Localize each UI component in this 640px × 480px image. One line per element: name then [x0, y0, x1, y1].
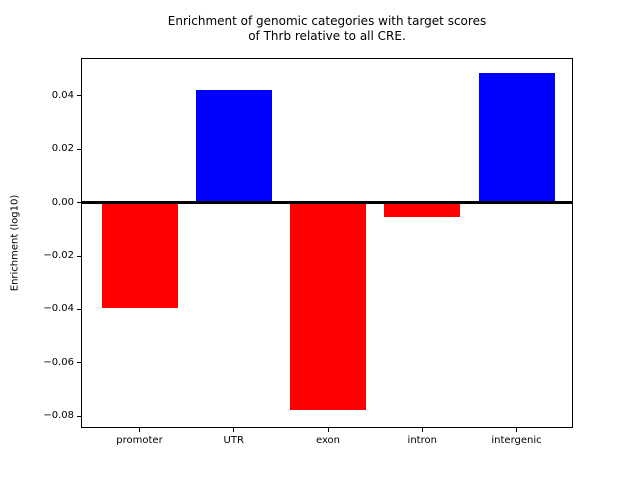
ytick-label-−0.02: −0.02 [43, 250, 74, 262]
ytick-mark-−0.04 [77, 308, 81, 310]
ytick-mark-0.02 [77, 148, 81, 150]
xtick-label-intergenic: intergenic [491, 435, 542, 446]
ytick-mark-−0.08 [77, 415, 81, 417]
ytick-mark-0.04 [77, 95, 81, 97]
xtick-mark-exon [327, 428, 329, 432]
bar-intron [384, 202, 461, 217]
bar-promoter [101, 202, 178, 309]
bar-exon [290, 202, 366, 411]
zero-line [81, 201, 573, 204]
ytick-label-0.00: 0.00 [51, 196, 74, 208]
y-axis-label: Enrichment (log10) [9, 194, 21, 292]
bar-UTR [195, 90, 272, 203]
ytick-label-−0.04: −0.04 [43, 303, 74, 315]
chart-title: Enrichment of genomic categories with ta… [81, 14, 573, 44]
ytick-label-−0.08: −0.08 [43, 410, 74, 422]
chart-title-line1: Enrichment of genomic categories with ta… [167, 14, 487, 28]
ytick-mark-−0.02 [77, 255, 81, 257]
ytick-mark-0.00 [77, 202, 81, 204]
bars-layer [81, 58, 573, 428]
xtick-mark-intergenic [516, 428, 517, 432]
ytick-label-0.02: 0.02 [51, 143, 74, 155]
ytick-label-−0.06: −0.06 [43, 356, 74, 368]
xtick-label-intron: intron [407, 435, 437, 446]
xtick-mark-intron [421, 428, 423, 432]
xtick-label-exon: exon [315, 435, 341, 446]
chart-title-line2: of Thrb relative to all CRE. [248, 29, 406, 43]
xtick-mark-promoter [139, 428, 140, 432]
bar-intergenic [478, 73, 555, 203]
xtick-label-UTR: UTR [223, 435, 244, 446]
xtick-mark-UTR [233, 428, 235, 432]
ytick-label-0.04: 0.04 [51, 89, 74, 101]
xtick-label-promoter: promoter [116, 435, 163, 446]
ytick-mark-−0.06 [77, 362, 81, 364]
